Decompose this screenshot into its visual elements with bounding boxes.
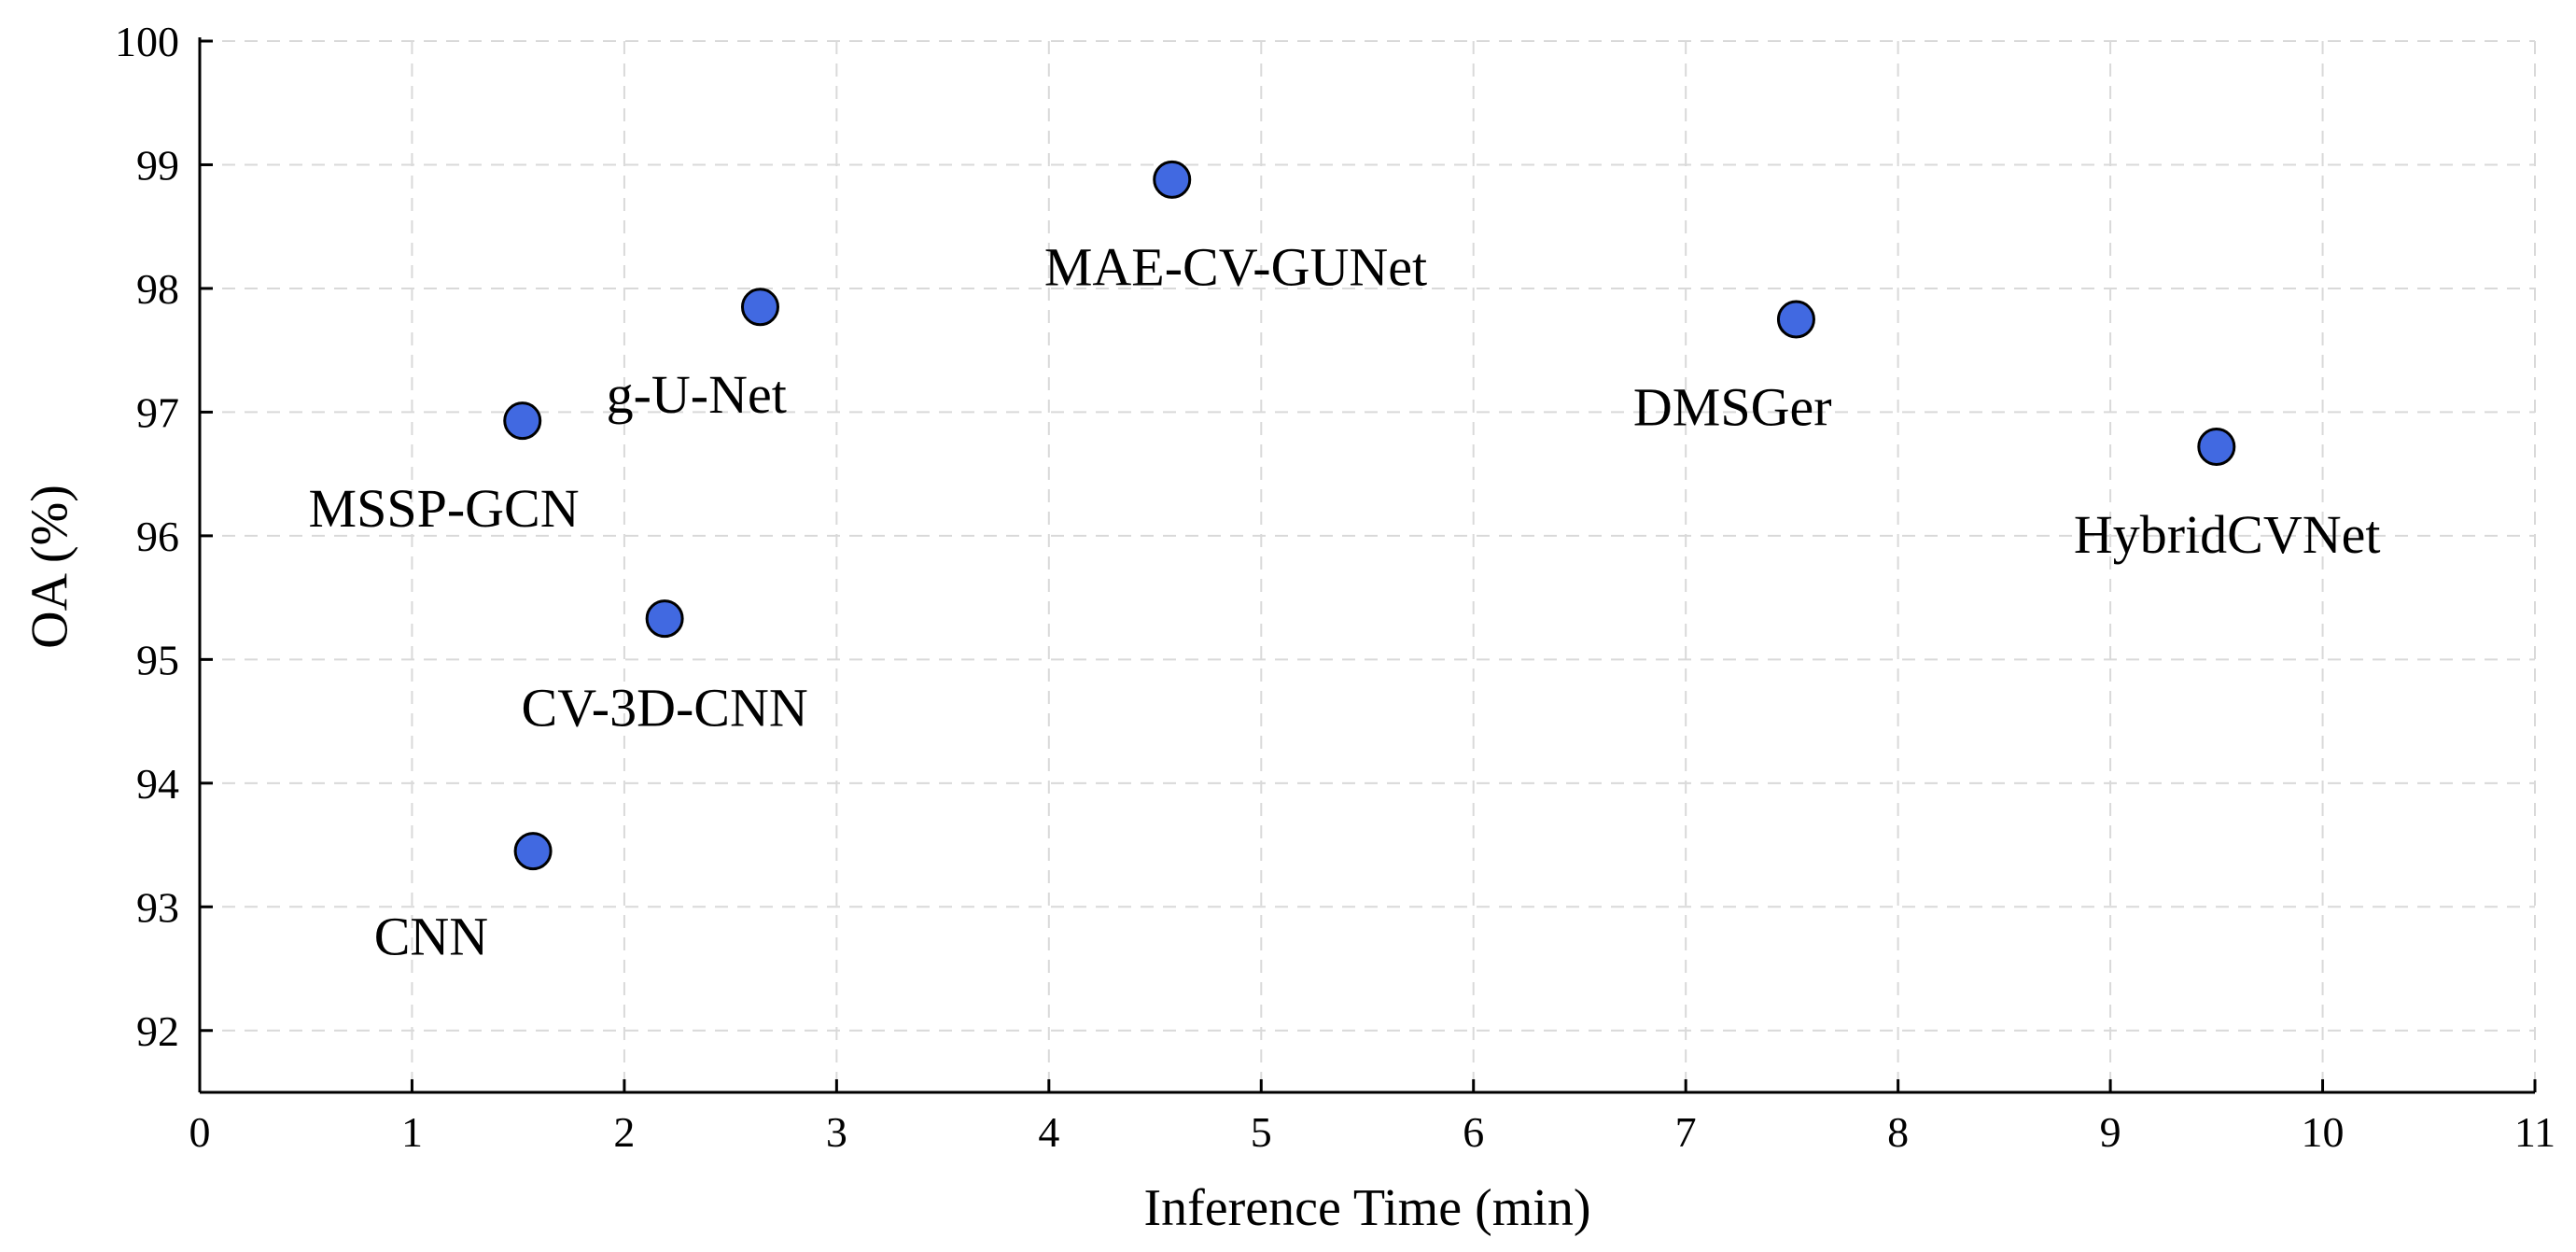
data-point: [513, 832, 553, 871]
point-labels: CNN CV-3D-CNN MSSP-GCN g-U-Net MAE-CV-GUNet D…: [309, 237, 2381, 967]
x-tick-label: 11: [2514, 1108, 2555, 1156]
point-label: CV-3D-CNN: [522, 677, 808, 738]
y-tick-label: 93: [136, 883, 179, 931]
x-tick-label: 10: [2302, 1108, 2345, 1156]
data-point: [1153, 160, 1192, 199]
point-label: HybridCVNet: [2074, 504, 2381, 565]
x-tick-label: 9: [2100, 1108, 2121, 1156]
y-axis-label: OA (%): [21, 485, 79, 649]
y-tick-label: 95: [136, 636, 179, 683]
data-point: [1776, 300, 1815, 339]
y-axis-ticks: 92 93 94 95 96 97 98 99 100: [115, 18, 213, 1055]
data-point: [2197, 428, 2236, 467]
x-tick-label: 2: [613, 1108, 635, 1156]
x-axis-ticks: 0 1 2 3 4 5 6 7 8 9 10 11: [189, 1079, 2555, 1156]
data-point: [740, 288, 779, 327]
y-tick-label: 94: [136, 760, 179, 808]
x-tick-label: 8: [1887, 1108, 1909, 1156]
x-tick-label: 4: [1038, 1108, 1059, 1156]
y-tick-label: 98: [136, 265, 179, 313]
x-tick-label: 6: [1463, 1108, 1484, 1156]
point-label: g-U-Net: [607, 364, 787, 425]
point-label: MAE-CV-GUNet: [1044, 237, 1427, 298]
data-points: [503, 160, 2236, 871]
axes: [198, 37, 2535, 1094]
x-tick-label: 1: [401, 1108, 423, 1156]
y-tick-label: 92: [136, 1007, 179, 1055]
point-label: CNN: [374, 906, 488, 966]
point-label: DMSGer: [1633, 376, 1832, 437]
grid-lines: [200, 40, 2536, 1092]
point-label: MSSP-GCN: [309, 478, 580, 539]
x-tick-label: 7: [1675, 1108, 1697, 1156]
x-axis-label: Inference Time (min): [1144, 1179, 1591, 1237]
y-tick-label: 99: [136, 141, 179, 189]
x-tick-label: 5: [1251, 1108, 1272, 1156]
y-tick-label: 100: [115, 18, 179, 65]
x-tick-label: 0: [189, 1108, 211, 1156]
y-tick-label: 96: [136, 513, 179, 560]
data-point: [645, 599, 684, 639]
data-point: [503, 401, 542, 441]
x-tick-label: 3: [826, 1108, 847, 1156]
y-tick-label: 97: [136, 388, 179, 436]
